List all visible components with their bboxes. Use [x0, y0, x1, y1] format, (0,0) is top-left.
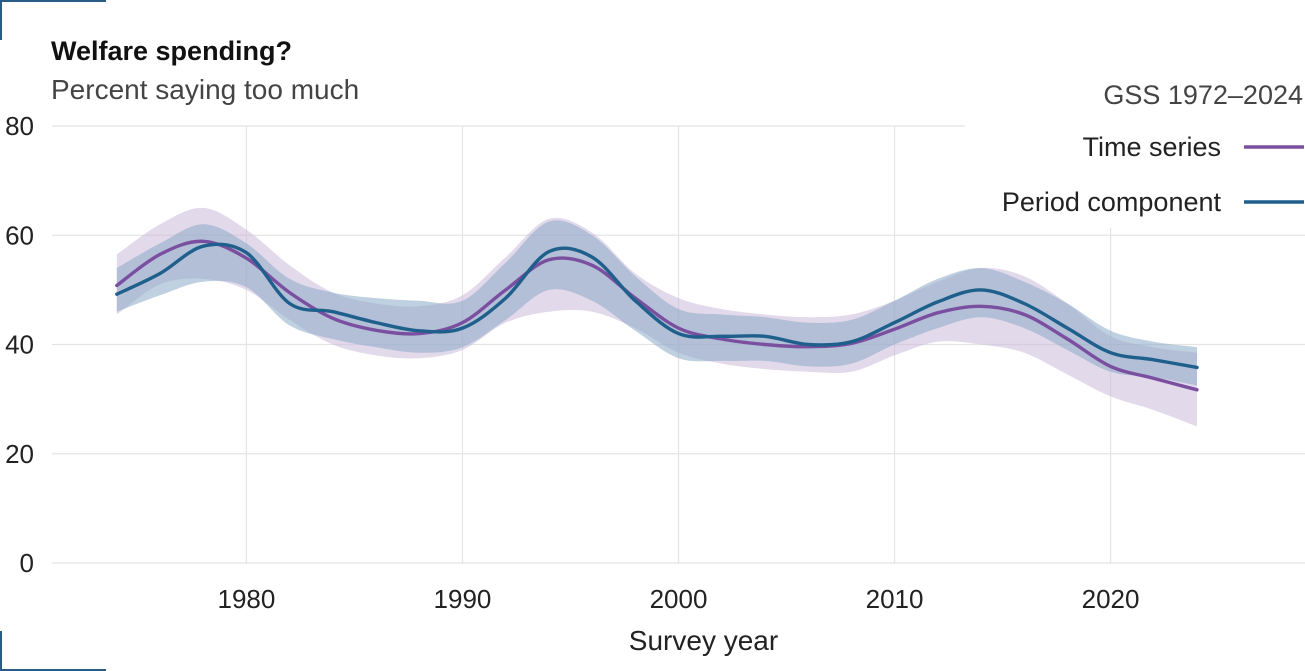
legend: GSS 1972–2024 Time series Period component [1002, 80, 1304, 217]
y-tick-label: 80 [5, 111, 34, 141]
chart-subtitle: Percent saying too much [51, 74, 360, 105]
x-tick-label: 2020 [1082, 584, 1140, 614]
x-tick-label: 1990 [434, 584, 492, 614]
corner-mark-bottom-vertical [0, 631, 2, 671]
x-tick-label: 1980 [218, 584, 276, 614]
corner-mark-top-horizontal [0, 0, 106, 2]
legend-label-2: Period component [1002, 187, 1222, 217]
x-tick-label: 2010 [866, 584, 924, 614]
y-tick-label: 40 [5, 330, 34, 360]
chart-title: Welfare spending? [51, 36, 293, 66]
axis-ticks: 0 20 40 60 80 1980 1990 2000 2010 2020 [5, 111, 1139, 614]
confidence-bands [116, 207, 1197, 427]
legend-label-1: Time series [1082, 132, 1221, 162]
corner-mark-top-vertical [0, 0, 2, 40]
x-axis-title: Survey year [629, 625, 778, 656]
series-line-1 [115, 239, 1199, 392]
x-tick-label: 2000 [650, 584, 708, 614]
series-line-2 [115, 242, 1199, 370]
y-tick-label: 0 [20, 548, 34, 578]
y-tick-label: 60 [5, 220, 34, 250]
confidence-band-2 [116, 220, 1197, 386]
y-tick-label: 20 [5, 439, 34, 469]
legend-title: GSS 1972–2024 [1103, 80, 1303, 110]
corner-mark-bottom-horizontal [0, 669, 106, 671]
series-lines [115, 239, 1199, 392]
